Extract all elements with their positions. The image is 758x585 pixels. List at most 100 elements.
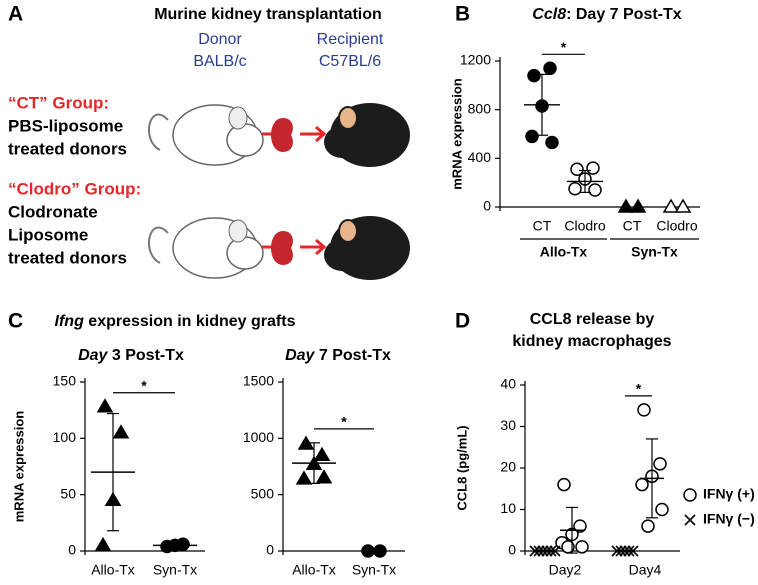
mouse-ear [338,219,358,243]
donor-label: Donor [198,31,242,48]
chart-title: Day 7 Post-Tx [285,347,391,364]
mouse-head [324,239,360,271]
y-tick-label: 20 [500,459,516,475]
y-tick-label: 100 [53,429,77,445]
schema-row [147,216,410,280]
data-point [313,446,331,461]
y-tick-label: 1200 [460,52,491,68]
panel-label: A [8,3,23,26]
tail [147,226,169,264]
donor-strain: BALB/c [193,53,246,70]
x-tick-label: CT [533,218,552,234]
data-point [295,470,313,485]
significance-label: * [636,381,642,397]
data-point [537,545,549,557]
data-point [570,162,584,177]
arrow [300,125,327,143]
y-tick-label: 150 [53,373,77,389]
significance-label: * [561,39,567,55]
data-point [623,545,635,557]
kidney [271,118,293,152]
y-tick-label: 800 [468,100,492,116]
x-tick-label: Syn-Tx [352,562,396,578]
data-point [527,68,541,83]
data-point [361,544,375,558]
data-point [543,61,557,76]
chart-title: Day 3 Post-Tx [78,347,184,364]
data-point [545,135,559,150]
data-point [635,477,649,492]
x-tick-label: CT [623,218,642,234]
x-tick-label: Clodro [564,218,605,234]
arrow [300,238,327,256]
data-point [112,424,130,439]
y-tick-label: 0 [68,542,76,558]
y-tick-label: 0 [508,542,516,558]
data-point [637,403,651,417]
data-point [641,519,655,533]
data-point [315,469,333,484]
significance-label: * [341,414,347,430]
y-tick-label: 400 [468,149,492,165]
legend-label: IFNγ (+) [703,486,755,502]
data-point [629,198,647,213]
data-point [96,398,114,413]
data-point [619,545,631,557]
x-tick-label: Clodro [656,218,697,234]
chart-title: Ccl8: Day 7 Post-Tx [532,6,681,23]
y-tick-label: 1000 [243,429,274,445]
data-point [662,198,680,213]
group-label: Syn-Tx [631,244,678,260]
significance-label: * [141,377,147,393]
data-point [655,502,669,517]
x-tick-label: Allo-Tx [91,562,135,578]
panel-label: D [455,310,470,333]
data-point [573,519,587,533]
x-tick-label: Syn-Tx [153,562,197,578]
group-label: Allo-Tx [540,244,588,260]
chart-title: kidney macrophages [512,333,671,350]
data-point [586,161,600,175]
group-desc: Clodronate [8,202,98,221]
group-desc: Liposome [8,225,88,244]
mouse-head [226,236,264,270]
x-tick-label: Allo-Tx [292,562,336,578]
y-tick-label: 30 [500,417,516,433]
group-desc: PBS-liposome [8,116,123,135]
chart-title: CCL8 release by [530,311,655,328]
data-point [575,540,589,554]
x-tick-label: Day2 [549,562,582,578]
y-axis-label: CCL8 (pg/mL) [454,425,469,510]
data-point [588,183,602,197]
data-point [617,198,635,213]
mouse-head [226,123,264,157]
data-point [541,545,553,557]
group-desc: treated donors [8,248,127,267]
data-point [545,545,557,557]
y-tick-label: 50 [60,485,76,501]
y-tick-label: 1500 [243,373,274,389]
data-point [615,545,627,557]
data-point [683,488,697,502]
y-axis-label: mRNA expression [11,411,26,523]
recipient-label: Recipient [317,31,384,48]
tail [147,113,169,151]
mouse-ear [338,106,358,130]
panel-label: B [455,3,470,26]
panel-title: Murine kidney transplantation [154,6,382,23]
data-point [684,514,696,526]
group-name: “CT” Group: [8,93,109,112]
mouse-ear [228,219,248,243]
panel-title: Ifng expression in kidney grafts [55,313,296,330]
x-tick-label: Day4 [629,562,662,578]
legend-label: IFNγ (−) [703,511,755,527]
y-axis-label: mRNA expression [449,78,464,190]
y-tick-label: 500 [251,485,275,501]
data-point [94,536,112,552]
y-tick-label: 0 [266,542,274,558]
data-point [627,545,639,557]
panel-label: C [8,310,23,333]
data-point [653,457,667,471]
recipient-strain: C57BL/6 [319,53,381,70]
